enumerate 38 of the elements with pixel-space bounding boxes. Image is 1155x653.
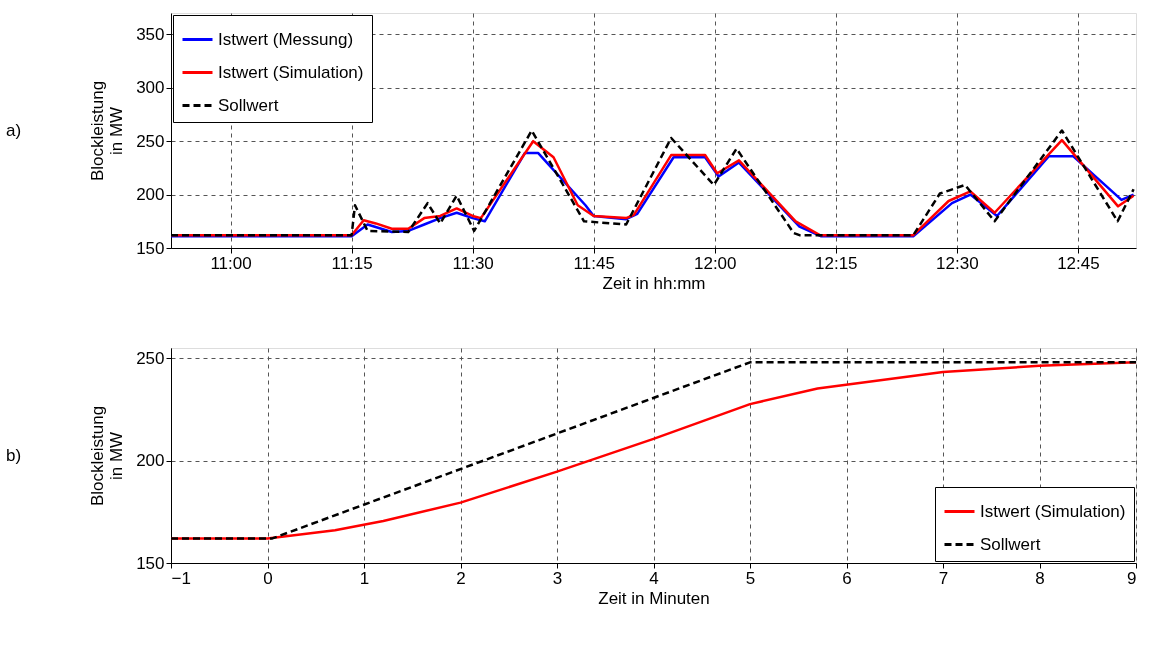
y-axis-title: Blockleistung in MW [88, 80, 127, 182]
legend-label: Istwert (Simulation) [218, 62, 364, 82]
x-tick-label: 12:45 [1057, 253, 1100, 273]
x-tick-label: 0 [263, 568, 273, 588]
y-tick-label: 150 [136, 553, 165, 573]
x-tick-label: 7 [938, 568, 949, 588]
y-tick-label: 150 [136, 238, 165, 258]
x-tick-label: 9 [1127, 568, 1137, 588]
x-tick-label: 6 [842, 568, 852, 588]
x-axis-title: Zeit in hh:mm [602, 273, 706, 293]
y-axis-title: Blockleistung in MW [88, 405, 127, 507]
y-tick-label: 250 [136, 131, 165, 151]
x-tick-label: 12:00 [693, 253, 737, 273]
y-tick-label: 200 [136, 451, 165, 471]
x-tick-label: 11:30 [452, 253, 494, 273]
x-tick-label: −1 [171, 568, 191, 588]
x-tick-label: 5 [745, 568, 756, 588]
x-tick-label: 12:15 [815, 253, 858, 273]
text: b) [6, 445, 22, 465]
y-tick-label: 300 [136, 78, 165, 98]
x-axis-title: Zeit in Minuten [598, 588, 710, 608]
x-tick-label: 3 [552, 568, 563, 588]
x-tick-label: 11:15 [331, 253, 373, 273]
y-tick-label: 250 [136, 348, 165, 368]
x-tick-label: 11:00 [210, 253, 252, 273]
x-tick-label: 11:45 [573, 253, 615, 273]
x-tick-label: 4 [649, 568, 659, 588]
x-tick-label: 8 [1035, 568, 1045, 588]
x-tick-label: 12:30 [936, 253, 979, 273]
legend-label: Istwert (Messung) [218, 29, 354, 49]
legend-label: Sollwert [218, 95, 279, 115]
x-tick-label: 1 [359, 568, 370, 588]
y-tick-label: 350 [136, 24, 165, 44]
y-tick-label: 200 [136, 185, 165, 205]
legend-label: Sollwert [980, 534, 1041, 554]
x-tick-label: 2 [456, 568, 466, 588]
legend-label: Istwert (Simulation) [980, 501, 1126, 521]
text: a) [6, 120, 22, 140]
